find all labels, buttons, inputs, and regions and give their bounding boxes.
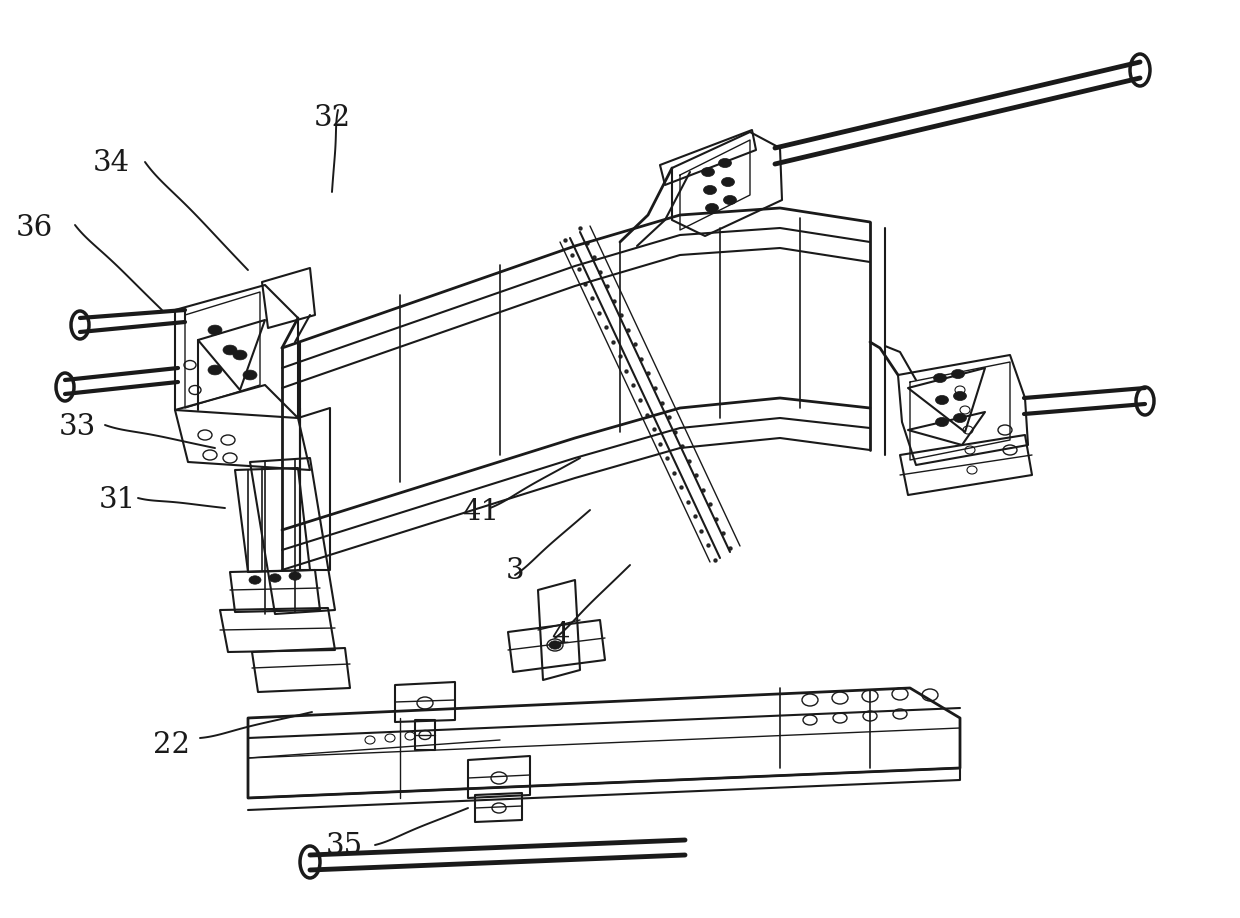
Ellipse shape: [722, 177, 734, 186]
Ellipse shape: [269, 574, 281, 582]
Text: 36: 36: [16, 214, 53, 241]
Ellipse shape: [706, 204, 718, 213]
Ellipse shape: [208, 325, 222, 335]
Text: 32: 32: [314, 104, 351, 131]
Ellipse shape: [549, 641, 560, 649]
Ellipse shape: [954, 413, 966, 422]
Ellipse shape: [233, 350, 247, 360]
Text: 4: 4: [552, 621, 569, 649]
Ellipse shape: [954, 391, 966, 400]
Ellipse shape: [249, 576, 260, 584]
Text: 34: 34: [93, 150, 130, 177]
Ellipse shape: [208, 365, 222, 375]
Ellipse shape: [702, 167, 714, 176]
Ellipse shape: [934, 374, 946, 383]
Ellipse shape: [289, 572, 301, 580]
Text: 41: 41: [463, 498, 500, 526]
Text: 33: 33: [58, 413, 95, 441]
Ellipse shape: [935, 418, 949, 427]
Ellipse shape: [223, 345, 237, 355]
Text: 31: 31: [99, 487, 136, 514]
Ellipse shape: [723, 196, 737, 205]
Text: 35: 35: [326, 833, 363, 860]
Ellipse shape: [718, 159, 732, 168]
Ellipse shape: [935, 396, 949, 405]
Text: 22: 22: [153, 732, 190, 759]
Ellipse shape: [703, 185, 717, 195]
Text: 3: 3: [505, 557, 525, 585]
Ellipse shape: [243, 370, 257, 380]
Ellipse shape: [951, 369, 965, 378]
